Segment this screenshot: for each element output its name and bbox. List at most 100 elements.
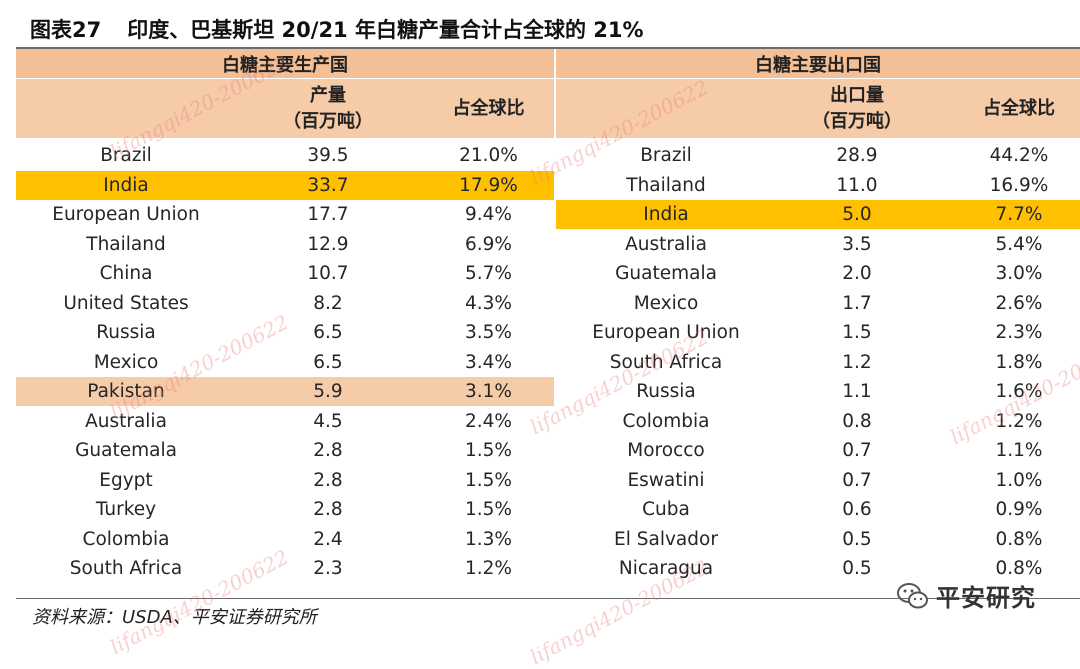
cell-value: 1.5 xyxy=(842,322,872,343)
cell-country: Guatemala xyxy=(75,440,177,461)
left-group-header: 白糖主要生产国 xyxy=(16,49,554,78)
cell-value: 1.2 xyxy=(842,351,872,373)
cell-country: Thailand xyxy=(626,174,706,196)
cell-country: Turkey xyxy=(95,499,157,520)
cell-share: 2.3% xyxy=(995,322,1043,343)
bottom-rule xyxy=(16,598,1080,599)
cell-share: 9.4% xyxy=(465,204,512,225)
cell-country: Eswatini xyxy=(627,469,705,491)
cell-share: 1.8% xyxy=(995,351,1043,373)
table-row: Turkey 2.8 1.5% xyxy=(16,495,554,524)
cell-share: 1.5% xyxy=(465,469,512,491)
table-row: Colombia 0.8 1.2% xyxy=(556,407,1080,436)
cell-share: 1.0% xyxy=(995,469,1043,491)
cell-value: 1.1 xyxy=(842,381,872,402)
cell-country: Brazil xyxy=(100,145,152,166)
table-row: Mexico 1.7 2.6% xyxy=(556,289,1080,318)
cell-share: 6.9% xyxy=(465,233,512,255)
cell-country: India xyxy=(103,174,149,196)
cell-value: 33.7 xyxy=(307,174,349,196)
left-col-value-header: 产量 （百万吨） xyxy=(283,84,373,132)
cell-country: Morocco xyxy=(627,440,705,461)
cell-country: Colombia xyxy=(82,528,170,550)
cell-value: 28.9 xyxy=(836,145,878,166)
cell-country: Pakistan xyxy=(87,381,165,402)
table-row: Australia 3.5 5.4% xyxy=(556,230,1080,259)
logo-text: 平安研究 xyxy=(936,584,1036,612)
cell-share: 2.4% xyxy=(465,410,512,432)
table-row: Cuba 0.6 0.9% xyxy=(556,495,1080,524)
table-row: El Salvador 0.5 0.8% xyxy=(556,525,1080,554)
table-row: India 5.0 7.7% xyxy=(556,200,1080,229)
table-row: European Union 17.7 9.4% xyxy=(16,200,554,229)
cell-country: Colombia xyxy=(622,410,710,432)
table-row: Brazil 39.5 21.0% xyxy=(16,141,554,170)
cell-share: 21.0% xyxy=(459,145,518,166)
table-row: Colombia 2.4 1.3% xyxy=(16,525,554,554)
cell-country: South Africa xyxy=(609,351,723,373)
wechat-icon xyxy=(897,582,928,608)
left-group-header-label: 白糖主要生产国 xyxy=(222,54,348,76)
cell-value: 0.5 xyxy=(842,528,872,550)
cell-value: 5.9 xyxy=(313,381,343,402)
cell-share: 0.8% xyxy=(995,528,1043,550)
cell-country: Mexico xyxy=(93,351,159,373)
cell-country: Russia xyxy=(96,322,156,343)
table-row: Brazil 28.9 44.2% xyxy=(556,141,1080,170)
source-note: 资料来源：USDA、平安证券研究所 xyxy=(32,607,317,628)
cell-value: 39.5 xyxy=(307,145,349,166)
cell-country: Egypt xyxy=(99,469,153,491)
cell-share: 0.8% xyxy=(995,558,1043,579)
cell-value: 0.8 xyxy=(842,410,872,432)
cell-country: Russia xyxy=(636,381,696,402)
table-row: Russia 1.1 1.6% xyxy=(556,377,1080,406)
cell-value: 0.6 xyxy=(842,499,872,520)
table-row: United States 8.2 4.3% xyxy=(16,289,554,318)
cell-value: 0.5 xyxy=(842,558,872,579)
cell-value: 0.7 xyxy=(842,440,872,461)
table-row: China 10.7 5.7% xyxy=(16,259,554,288)
cell-value: 2.4 xyxy=(313,528,343,550)
table-row: European Union 1.5 2.3% xyxy=(556,318,1080,347)
cell-value: 2.8 xyxy=(313,440,343,461)
cell-value: 17.7 xyxy=(307,204,349,225)
cell-country: Australia xyxy=(85,410,167,432)
figure-title: 图表27 印度、巴基斯坦 20/21 年白糖产量合计占全球的 21% xyxy=(30,14,644,44)
table-row: Pakistan 5.9 3.1% xyxy=(16,377,554,406)
cell-country: Thailand xyxy=(86,233,166,255)
table-row: Guatemala 2.8 1.5% xyxy=(16,436,554,465)
table-row: Guatemala 2.0 3.0% xyxy=(556,259,1080,288)
table-row: South Africa 2.3 1.2% xyxy=(16,554,554,583)
table-row: Egypt 2.8 1.5% xyxy=(16,466,554,495)
cell-value: 6.5 xyxy=(313,351,343,373)
cell-country: Australia xyxy=(625,233,707,255)
cell-country: Guatemala xyxy=(615,263,717,284)
table-row: Australia 4.5 2.4% xyxy=(16,407,554,436)
cell-country: Mexico xyxy=(633,292,699,314)
cell-share: 4.3% xyxy=(465,292,512,314)
cell-country: European Union xyxy=(52,204,200,225)
cell-value: 2.8 xyxy=(313,469,343,491)
right-col-share-header: 占全球比 xyxy=(983,97,1055,119)
cell-share: 3.0% xyxy=(995,263,1043,284)
table-row: India 33.7 17.9% xyxy=(16,170,554,200)
cell-country: European Union xyxy=(592,322,740,343)
cell-value: 3.5 xyxy=(842,233,872,255)
cell-share: 1.5% xyxy=(465,499,512,520)
ping-an-research-logo: 平安研究 xyxy=(896,578,1036,613)
cell-value: 2.0 xyxy=(842,263,872,284)
cell-value: 10.7 xyxy=(307,263,349,284)
left-col-share-header: 占全球比 xyxy=(452,97,525,119)
cell-share: 1.2% xyxy=(995,410,1043,432)
cell-value: 5.0 xyxy=(842,204,872,225)
table-row: Morocco 0.7 1.1% xyxy=(556,436,1080,465)
cell-share: 5.7% xyxy=(465,263,512,284)
cell-value: 11.0 xyxy=(836,174,878,196)
cell-share: 3.5% xyxy=(465,322,512,343)
cell-value: 0.7 xyxy=(842,469,872,491)
cell-country: Brazil xyxy=(640,145,692,166)
figure-title-text: 印度、巴基斯坦 20/21 年白糖产量合计占全球的 21% xyxy=(127,18,644,42)
table-row: Russia 6.5 3.5% xyxy=(16,318,554,347)
cell-share: 1.5% xyxy=(465,440,512,461)
table-row: Thailand 11.0 16.9% xyxy=(556,171,1080,200)
